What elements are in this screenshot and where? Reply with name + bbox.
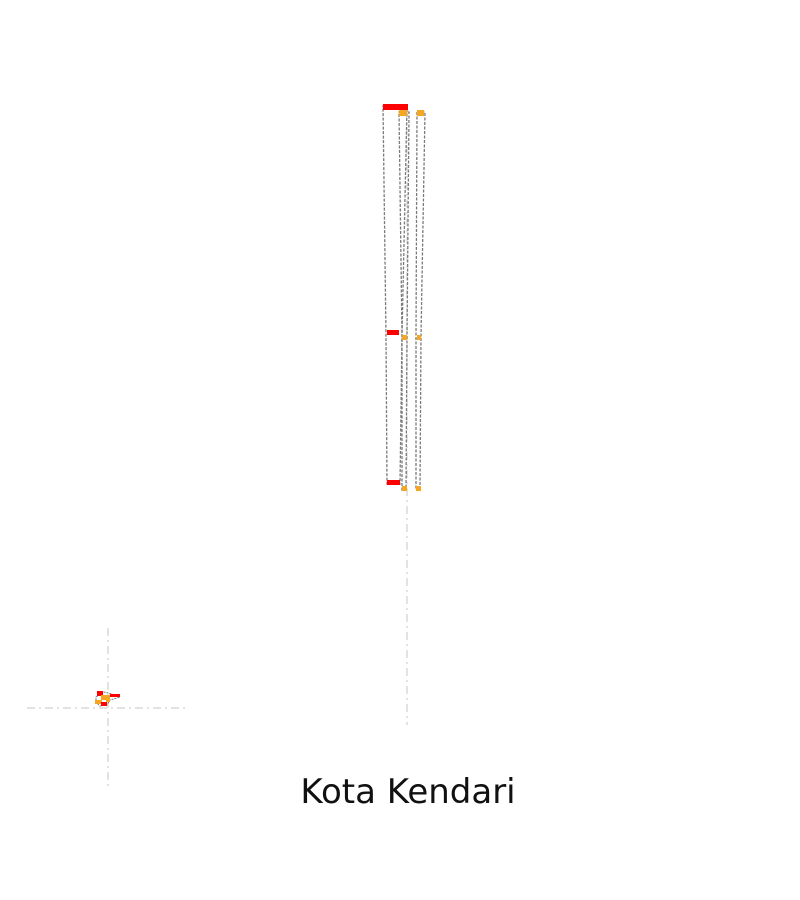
feature-orange-top-center [399, 110, 407, 116]
map-title: Kota Kendari [300, 772, 516, 812]
boundary-west [382, 105, 408, 485]
feature-orange-top-east [417, 110, 424, 116]
inset-feature-orange-3 [106, 699, 110, 702]
inset-feature-red-2 [110, 694, 120, 697]
feature-orange-middle-center [402, 335, 407, 340]
inset-feature-red-3 [101, 702, 107, 706]
inset-guide-lines [27, 628, 188, 788]
feature-orange-bottom-center [402, 486, 407, 491]
feature-red-middle [387, 330, 399, 335]
highlight-features [383, 104, 424, 491]
inset-feature-red-1 [97, 691, 103, 696]
district-boundaries [382, 105, 426, 491]
feature-orange-bottom-east [416, 486, 421, 491]
inset-feature-orange-1 [101, 695, 110, 700]
inset-feature-orange-2 [95, 700, 102, 704]
feature-red-top [383, 104, 408, 110]
feature-red-bottom [387, 480, 400, 485]
inset-locator [95, 691, 122, 707]
boundary-east [415, 111, 426, 491]
feature-orange-middle-east [417, 335, 421, 340]
